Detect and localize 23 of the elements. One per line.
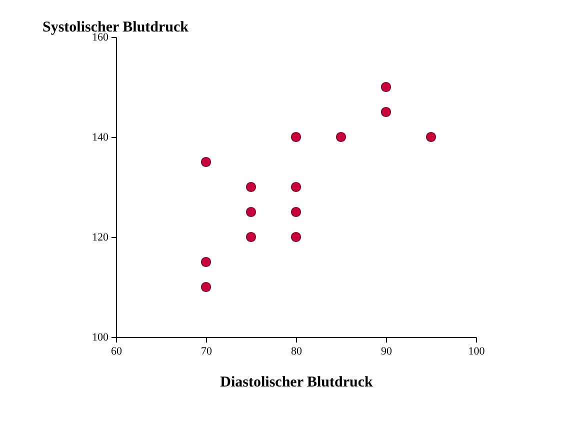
point xyxy=(246,206,256,218)
y-tick-label: 120 xyxy=(92,232,109,244)
point xyxy=(246,182,256,192)
point xyxy=(290,182,302,192)
x-tick-label: 100 xyxy=(468,346,486,358)
point xyxy=(426,132,436,142)
y-tick-label: 100 xyxy=(92,332,109,344)
x-tick-label: 60 xyxy=(111,346,122,358)
point xyxy=(290,232,302,242)
point xyxy=(290,132,302,142)
point xyxy=(200,256,212,268)
point xyxy=(380,82,392,92)
point xyxy=(290,206,302,218)
point xyxy=(246,232,256,242)
point xyxy=(200,156,212,168)
x-tick-label: 70 xyxy=(201,346,212,358)
x-tick-label: 90 xyxy=(381,346,392,358)
point xyxy=(380,106,392,118)
x-tick-label: 80 xyxy=(291,346,302,358)
x-axis-title: Diastolischer Blutdruck xyxy=(220,374,374,390)
point xyxy=(200,282,212,292)
y-tick-label: 140 xyxy=(92,132,109,144)
point xyxy=(336,132,346,142)
